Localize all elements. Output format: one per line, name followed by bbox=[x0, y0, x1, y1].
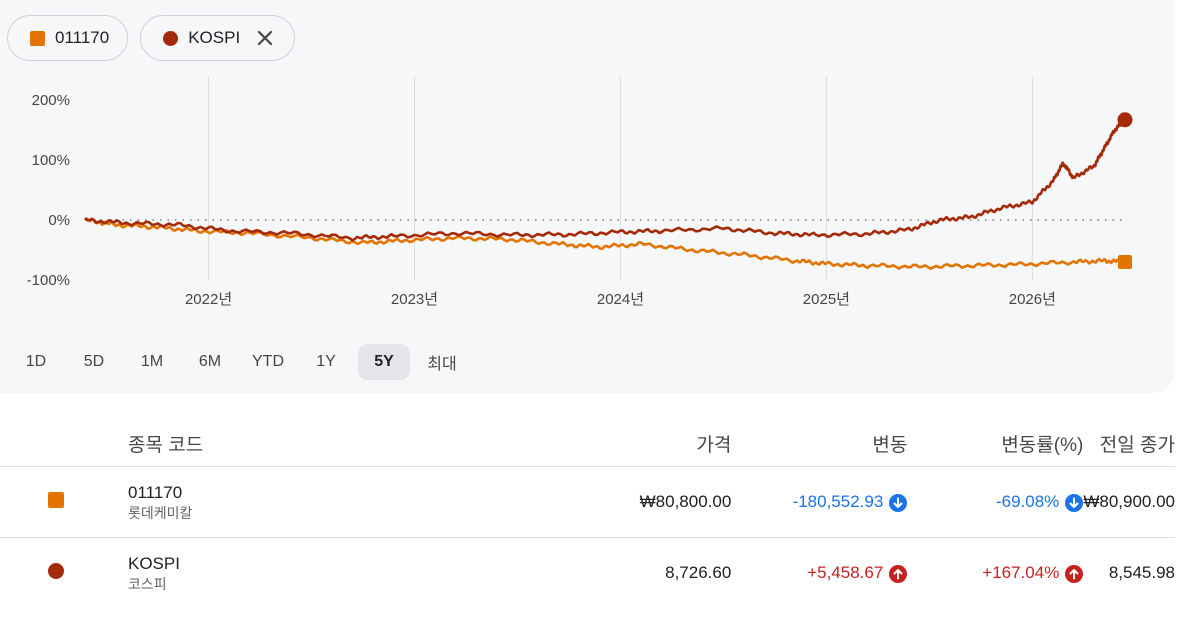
arrow-up-icon bbox=[889, 564, 908, 583]
y-tick-label: 200% bbox=[32, 92, 70, 109]
change-cell: +5,458.67 bbox=[731, 538, 908, 609]
header-symbol: 종목 코드 bbox=[0, 420, 606, 467]
y-axis-ticks: 200% 100% 0% -100% bbox=[27, 92, 70, 289]
symbol-code: 011170 bbox=[128, 483, 183, 502]
range-6m-button[interactable]: 6M bbox=[198, 353, 222, 370]
chart-series bbox=[84, 112, 1133, 270]
x-tick-label: 2023년 bbox=[391, 291, 438, 308]
arrow-up-icon bbox=[1065, 564, 1084, 583]
x-tick-label: 2026년 bbox=[1009, 291, 1056, 308]
series-line-kospi bbox=[84, 118, 1127, 242]
chip-kospi[interactable]: KOSPI bbox=[140, 15, 296, 61]
header-prev-close: 전일 종가 bbox=[1083, 420, 1175, 467]
row-symbol: KOSPI 코스피 bbox=[128, 538, 605, 609]
series-end-marker bbox=[1118, 255, 1132, 269]
change-cell: -180,552.93 bbox=[731, 466, 908, 538]
comparison-chips: 011170 KOSPI bbox=[7, 15, 296, 61]
quote-table: 종목 코드 가격 변동 변동률(%) 전일 종가 011170 롯데케미칼 ₩8… bbox=[0, 420, 1175, 608]
table-row[interactable]: KOSPI 코스피 8,726.60 +5,458.67 +167.04% 8,… bbox=[0, 538, 1175, 609]
change-pct-cell: +167.04% bbox=[907, 538, 1084, 609]
chip-label: KOSPI bbox=[188, 28, 241, 47]
y-tick-label: 100% bbox=[32, 152, 70, 169]
header-price: 가격 bbox=[605, 420, 732, 467]
comparison-chart[interactable]: 200% 100% 0% -100% 2022년 2023년 2024년 2025년 2026… bbox=[0, 70, 1175, 320]
chip-label: 011170 bbox=[55, 28, 110, 47]
range-max-button[interactable]: 최대 bbox=[427, 356, 457, 373]
price-cell: 8,726.60 bbox=[665, 563, 732, 582]
series-end-marker bbox=[1117, 112, 1133, 128]
change-pct-cell: -69.08% bbox=[907, 466, 1084, 538]
symbol-name: 코스피 bbox=[128, 576, 167, 592]
square-marker-icon bbox=[30, 30, 45, 46]
range-1m-button[interactable]: 1M bbox=[140, 353, 164, 370]
symbol-name: 롯데케미칼 bbox=[128, 505, 193, 521]
x-tick-label: 2024년 bbox=[597, 291, 644, 308]
table-header-row: 종목 코드 가격 변동 변동률(%) 전일 종가 bbox=[0, 420, 1175, 467]
header-change-pct: 변동률(%) bbox=[907, 420, 1084, 467]
prev-close-cell: ₩80,900.00 bbox=[1083, 466, 1175, 538]
series-line-011170 bbox=[84, 217, 1127, 270]
square-marker-icon bbox=[48, 491, 64, 508]
y-tick-label: 0% bbox=[48, 212, 70, 229]
chip-011170[interactable]: 011170 bbox=[7, 15, 129, 61]
arrow-down-icon bbox=[889, 493, 908, 512]
change-value: -180,552.93 bbox=[792, 492, 884, 511]
range-ytd-button[interactable]: YTD bbox=[252, 353, 284, 370]
row-marker bbox=[0, 538, 128, 609]
range-1y-button[interactable]: 1Y bbox=[316, 353, 336, 370]
range-5d-button[interactable]: 5D bbox=[83, 353, 105, 370]
x-tick-label: 2022년 bbox=[185, 291, 232, 308]
header-change: 변동 bbox=[731, 420, 908, 467]
table-row[interactable]: 011170 롯데케미칼 ₩80,800.00 -180,552.93 -69.… bbox=[0, 466, 1175, 538]
row-symbol: 011170 롯데케미칼 bbox=[128, 466, 606, 538]
prev-close-cell: 8,545.98 bbox=[1108, 563, 1175, 582]
range-selector: 1D 5D 1M 6M YTD 1Y 5Y 최대 bbox=[10, 344, 468, 380]
y-tick-label: -100% bbox=[27, 272, 70, 289]
circle-marker-icon bbox=[163, 30, 179, 46]
change-pct-value: +167.04% bbox=[982, 563, 1060, 582]
row-marker bbox=[0, 466, 128, 538]
close-icon[interactable] bbox=[254, 27, 276, 49]
change-pct-value: -69.08% bbox=[995, 492, 1060, 511]
chart-grid bbox=[85, 76, 1125, 280]
circle-marker-icon bbox=[48, 562, 64, 579]
price-cell: ₩80,800.00 bbox=[605, 466, 732, 538]
range-1d-button[interactable]: 1D bbox=[25, 353, 47, 370]
change-value: +5,458.67 bbox=[807, 563, 884, 582]
arrow-down-icon bbox=[1065, 493, 1084, 512]
x-tick-label: 2025년 bbox=[803, 291, 850, 308]
x-axis-ticks: 2022년 2023년 2024년 2025년 2026년 bbox=[185, 291, 1056, 308]
symbol-code: KOSPI bbox=[128, 554, 180, 573]
chart-panel: 011170 KOSPI 200% 100% 0% -100% 2022년 2023년 2… bbox=[0, 15, 1175, 380]
range-5y-button[interactable]: 5Y bbox=[358, 344, 410, 380]
